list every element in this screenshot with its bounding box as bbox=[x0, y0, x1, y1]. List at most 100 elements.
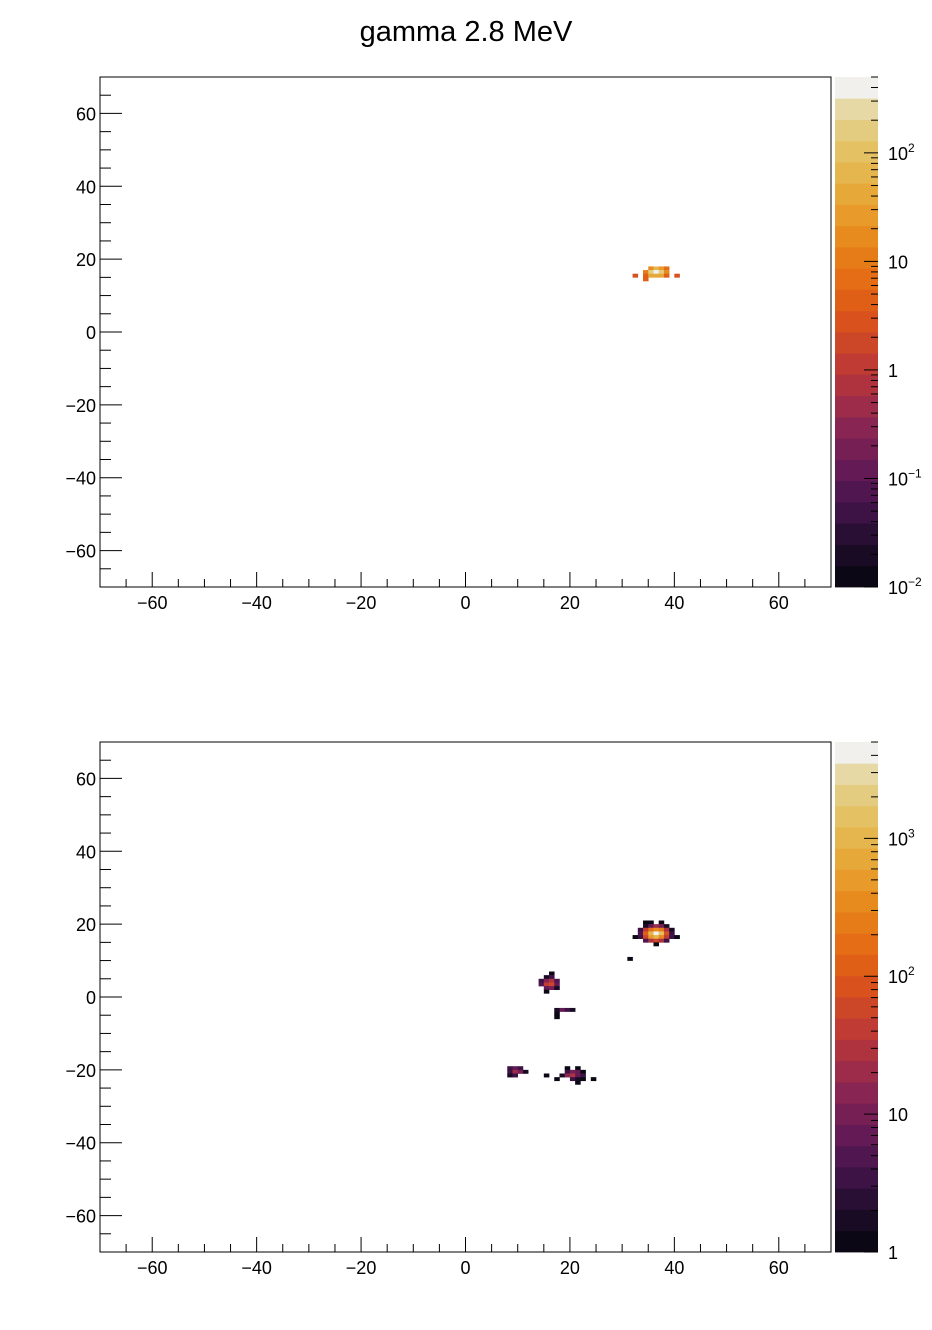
y-tick-label: 20 bbox=[76, 250, 96, 270]
y-axis: −60 −40 −20 0 20 40 60 bbox=[65, 94, 122, 570]
heatmap-bin bbox=[507, 1069, 513, 1074]
colorbar-swatch bbox=[835, 268, 878, 290]
colorbar-swatch bbox=[835, 742, 878, 764]
heatmap-bin bbox=[674, 273, 680, 278]
heatmap-bin bbox=[554, 986, 560, 991]
heatmap-bin bbox=[658, 924, 665, 929]
x-tick-label: 40 bbox=[664, 593, 684, 613]
colorbar-swatch bbox=[835, 1209, 878, 1232]
heatmap-bin bbox=[648, 927, 654, 932]
heatmap-bin bbox=[554, 1077, 560, 1082]
heatmap-bin bbox=[663, 266, 670, 271]
y-tick-label: −20 bbox=[65, 1061, 96, 1081]
colorbar-swatch bbox=[835, 332, 878, 354]
heatmap-bins bbox=[632, 266, 680, 282]
colorbar-swatch bbox=[835, 1145, 878, 1168]
y-tick-label: 60 bbox=[76, 104, 96, 124]
colorbar-swatch bbox=[835, 183, 878, 205]
x-tick-label: 0 bbox=[460, 1258, 470, 1278]
heatmap-bin bbox=[564, 1066, 571, 1071]
heatmap-bin bbox=[643, 270, 649, 275]
colorbar-swatch bbox=[835, 544, 878, 567]
y-tick-label: 40 bbox=[76, 177, 96, 197]
heatmap-bin bbox=[549, 975, 555, 980]
heatmap-bin bbox=[663, 935, 670, 940]
heatmap-bin bbox=[663, 924, 670, 929]
colorbar-swatch bbox=[835, 869, 878, 892]
heatmap-bin bbox=[522, 1069, 529, 1074]
heatmap-bin bbox=[564, 1069, 571, 1074]
colorbar-swatch bbox=[835, 98, 878, 120]
heatmap-bin bbox=[653, 924, 659, 929]
x-tick-label: −40 bbox=[241, 1258, 272, 1278]
heatmap-bin bbox=[569, 1069, 576, 1074]
heatmap-bin bbox=[658, 266, 665, 271]
heatmap-bin bbox=[648, 931, 654, 936]
colorbar-swatch bbox=[835, 933, 878, 955]
heatmap-bin bbox=[663, 938, 670, 943]
heatmap-bin bbox=[658, 920, 665, 925]
colorbar-swatch bbox=[835, 417, 878, 439]
heatmap-bin bbox=[575, 1066, 581, 1071]
x-tick-label: −40 bbox=[241, 593, 272, 613]
heatmap-bin bbox=[637, 927, 644, 932]
colorbar-swatch bbox=[835, 523, 878, 545]
heatmap-bin bbox=[658, 938, 665, 943]
x-tick-label: −20 bbox=[346, 593, 377, 613]
x-tick-label: 60 bbox=[769, 593, 789, 613]
y-tick-label: −60 bbox=[65, 542, 96, 562]
y-tick-label: 0 bbox=[86, 323, 96, 343]
heatmap-bin bbox=[648, 938, 654, 943]
heatmap-bin bbox=[653, 927, 659, 932]
heatmap-bin bbox=[643, 927, 649, 932]
colorbar-swatch bbox=[835, 1018, 878, 1040]
colorbar-swatch bbox=[835, 890, 878, 913]
heatmap-bin bbox=[575, 1069, 581, 1074]
colorbar-swatch bbox=[835, 502, 878, 524]
heatmap-bin bbox=[517, 1069, 524, 1074]
heatmap-bin bbox=[575, 1077, 581, 1082]
x-axis: −60 −40 −20 0 20 40 60 bbox=[125, 1237, 806, 1278]
x-tick-label: 40 bbox=[664, 1258, 684, 1278]
heatmap-bin bbox=[643, 277, 649, 282]
heatmap-bin bbox=[648, 924, 654, 929]
x-tick-label: 20 bbox=[560, 1258, 580, 1278]
colorbar-swatch bbox=[835, 805, 878, 828]
x-tick-label: 20 bbox=[560, 593, 580, 613]
heatmap-bin bbox=[543, 982, 550, 987]
heatmap-bin bbox=[543, 986, 550, 991]
colorbar-tick-label: 1 bbox=[888, 361, 898, 381]
heatmap-bin bbox=[632, 935, 639, 940]
colorbar-swatch bbox=[835, 763, 878, 785]
plot-frame bbox=[99, 76, 832, 588]
heatmap-bin bbox=[669, 931, 675, 936]
heatmap-bin bbox=[559, 1073, 566, 1078]
heatmap-bin bbox=[569, 1007, 576, 1012]
colorbar: 10−2 10−1 1 10 102 bbox=[835, 76, 922, 598]
heatmap-bin bbox=[637, 935, 644, 940]
heatmap-bin bbox=[575, 1080, 581, 1085]
heatmap-bins bbox=[507, 920, 680, 1085]
colorbar-swatch bbox=[835, 225, 878, 248]
colorbar-tick-label: 1 bbox=[888, 1243, 898, 1263]
colorbar-swatch bbox=[835, 827, 878, 849]
x-tick-label: −60 bbox=[137, 593, 168, 613]
chart-title: gamma 2.8 MeV bbox=[359, 16, 573, 48]
x-axis: −60 −40 −20 0 20 40 60 bbox=[125, 572, 806, 613]
colorbar-swatch bbox=[835, 162, 878, 184]
heatmap-panel-2: −60 −40 −20 0 20 40 60 −60 −40 −20 0 20 40 60 1 10 102 10… bbox=[65, 741, 915, 1278]
colorbar-swatch bbox=[835, 565, 878, 588]
heatmap-bin bbox=[632, 273, 639, 278]
colorbar-swatch bbox=[835, 353, 878, 375]
colorbar-tick-label: 10−2 bbox=[888, 575, 922, 598]
y-tick-label: −40 bbox=[65, 469, 96, 489]
heatmap-bin bbox=[648, 935, 654, 940]
colorbar-tick-label: 103 bbox=[888, 826, 915, 849]
heatmap-bin bbox=[543, 1073, 550, 1078]
heatmap-bin bbox=[554, 982, 560, 987]
colorbar-swatch bbox=[835, 119, 878, 142]
heatmap-bin bbox=[643, 938, 649, 943]
heatmap-bin bbox=[507, 1073, 513, 1078]
colorbar-tick-label: 10 bbox=[888, 252, 908, 272]
